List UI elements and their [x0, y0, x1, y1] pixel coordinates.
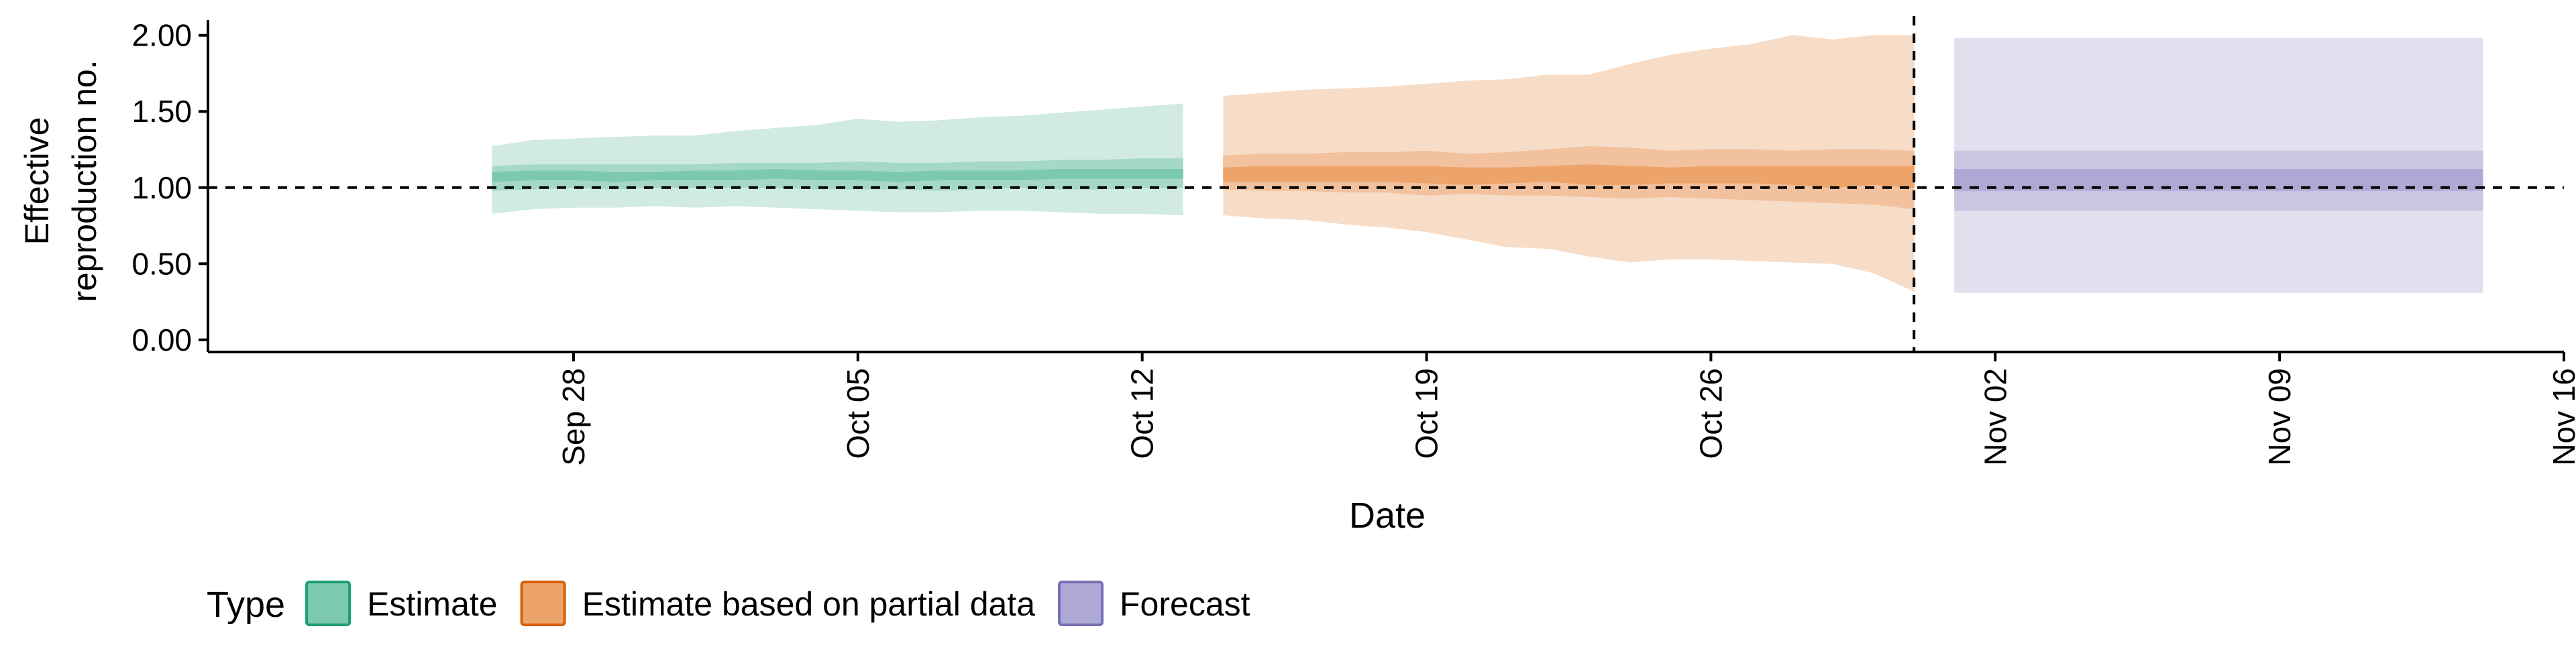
legend-label: Forecast [1120, 585, 1250, 623]
y-axis-ticks: 0.00 0.50 1.00 1.50 2.00 [131, 18, 208, 357]
x-axis-label: Date [1349, 495, 1426, 536]
bands-layer [492, 35, 2483, 293]
band-20-series-3 [1954, 169, 2483, 191]
axes [207, 20, 2564, 353]
x-tick-label: Nov 16 [2546, 368, 2576, 466]
series-2 [1223, 35, 1915, 292]
legend-label: Estimate [367, 585, 498, 623]
band-20-series-1 [492, 168, 1183, 182]
x-tick-label: Oct 12 [1125, 368, 1160, 459]
legend-key [305, 581, 352, 626]
x-tick-label: Oct 26 [1693, 368, 1728, 459]
band-90-series-1 [492, 103, 1183, 216]
x-axis-ticks: Sep 28 Oct 05 Oct 12 Oct 19 Oct 26 Nov 02 Nov … [556, 352, 2576, 466]
series-3 [1954, 38, 2483, 293]
series-1 [492, 103, 1183, 216]
y-axis-label-line-2: reproduction no. [66, 60, 103, 302]
x-tick-label: Nov 09 [2262, 368, 2297, 466]
x-tick-label: Oct 05 [841, 368, 875, 459]
legend-label: Estimate based on partial data [582, 585, 1036, 623]
y-tick-label: 2.00 [131, 18, 192, 53]
y-tick-label: 0.50 [131, 246, 192, 281]
band-20-series-2 [1223, 164, 1915, 188]
y-tick-label: 1.00 [131, 170, 192, 205]
y-tick-label: 0.00 [131, 322, 192, 357]
legend: Type Estimate Estimate based on partial d… [207, 581, 1250, 626]
y-axis-label-line-1: Effective [18, 117, 56, 245]
x-tick-label: Sep 28 [556, 368, 591, 466]
legend-key [520, 581, 566, 626]
x-tick-label: Oct 19 [1409, 368, 1444, 459]
legend-title: Type [207, 585, 285, 625]
legend-key [1058, 581, 1104, 626]
reference-lines [208, 16, 2564, 352]
x-tick-label: Nov 02 [1978, 368, 2012, 466]
y-tick-label: 1.50 [131, 94, 192, 129]
